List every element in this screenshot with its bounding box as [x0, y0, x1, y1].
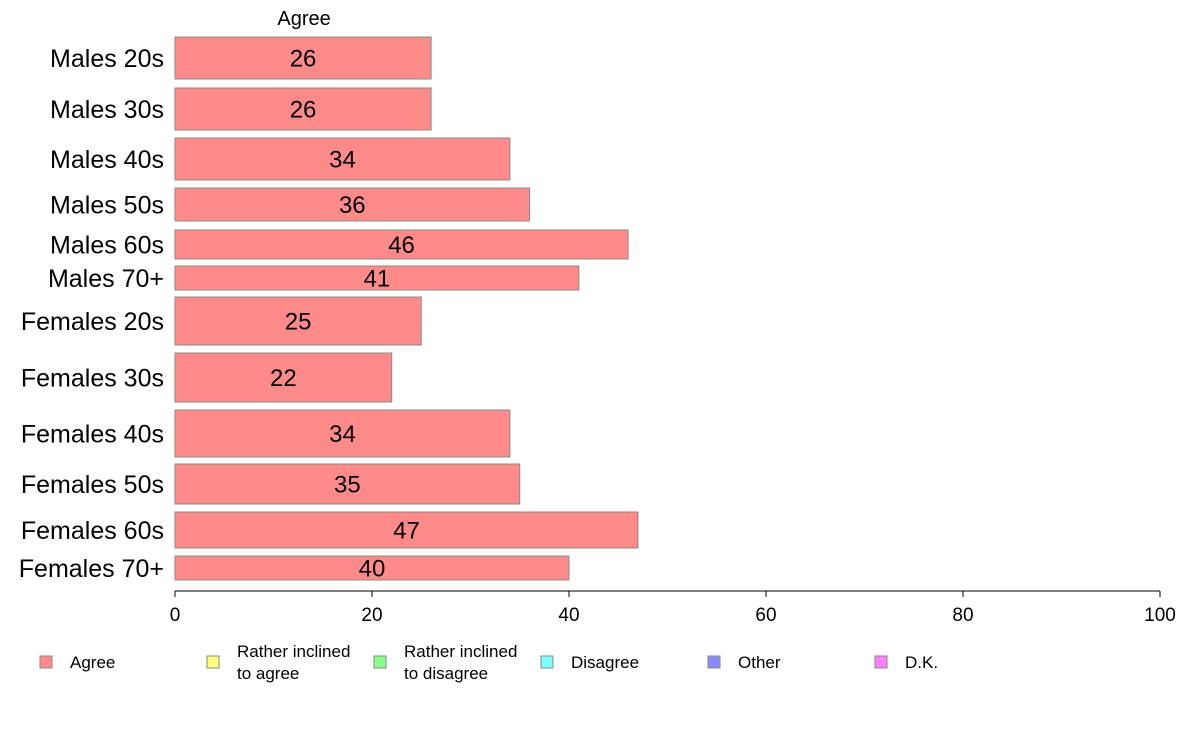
category-label: Males 50s: [50, 192, 164, 220]
series-header-agree: Agree: [277, 8, 330, 30]
legend-label: Other: [738, 653, 781, 672]
bar-value-label: 22: [270, 365, 297, 392]
category-label: Males 70+: [48, 265, 164, 293]
bar-value-label: 47: [393, 518, 420, 545]
category-label: Females 30s: [21, 365, 164, 393]
category-label: Males 40s: [50, 146, 164, 174]
bar: [174, 409, 511, 458]
bar-value-label: 35: [334, 472, 361, 499]
category-label: Females 50s: [21, 471, 164, 499]
bars: Males 20s 26 Males 30s 26 Males 40s 34 Males 5…: [19, 36, 639, 583]
bar-value-label: 41: [364, 266, 391, 293]
legend-item: Other: [707, 653, 781, 672]
bar: [174, 187, 531, 222]
bar: [174, 463, 521, 505]
legend-swatch: [540, 655, 554, 669]
bar: [174, 352, 393, 403]
bar-value-label: 36: [339, 192, 366, 219]
bar-value-label: 46: [388, 232, 415, 259]
x-tick-label: 80: [952, 605, 973, 626]
bar-value-label: 34: [329, 421, 356, 448]
bar: [174, 511, 639, 549]
legend-swatch: [373, 655, 387, 669]
legend-swatch: [39, 655, 53, 669]
legend-item: D.K.: [874, 653, 938, 672]
x-tick-label: 60: [755, 605, 776, 626]
bar: [174, 229, 629, 260]
category-label: Males 60s: [50, 232, 164, 260]
category-label: Females 40s: [21, 421, 164, 449]
bar-value-label: 26: [290, 97, 317, 124]
legend-label: Agree: [70, 653, 115, 672]
category-label: Females 70+: [19, 555, 164, 583]
x-tick-label: 100: [1144, 605, 1176, 626]
bar: [174, 296, 422, 346]
legend-swatch: [874, 655, 888, 669]
bar: [174, 36, 432, 80]
x-tick-label: 40: [558, 605, 579, 626]
bar-value-label: 40: [359, 556, 386, 583]
legend-label: to agree: [237, 664, 299, 683]
bar: [174, 555, 570, 581]
bar-value-label: 34: [329, 147, 356, 174]
bar-value-label: 26: [290, 46, 317, 73]
legend-item: Rather inclined to agree: [206, 642, 350, 683]
category-label: Females 20s: [21, 308, 164, 336]
x-axis: 0 20 40 60 80 100: [170, 590, 1176, 626]
legend-label: D.K.: [905, 653, 938, 672]
category-label: Females 60s: [21, 517, 164, 545]
legend-swatch: [206, 655, 220, 669]
legend-label: Rather inclined: [237, 642, 350, 661]
x-tick-label: 20: [361, 605, 382, 626]
legend-label: Disagree: [571, 653, 639, 672]
x-tick-label: 0: [170, 605, 181, 626]
bar: [174, 265, 580, 291]
category-label: Males 30s: [50, 96, 164, 124]
category-label: Males 20s: [50, 45, 164, 73]
legend-item: Disagree: [540, 653, 639, 672]
legend-label: Rather inclined: [404, 642, 517, 661]
legend-item: Rather inclined to disagree: [373, 642, 517, 683]
bar-value-label: 25: [285, 309, 312, 336]
legend-swatch: [707, 655, 721, 669]
bar: [174, 137, 511, 181]
bar: [174, 87, 432, 131]
legend-label: to disagree: [404, 664, 488, 683]
legend-item: Agree: [39, 653, 115, 672]
